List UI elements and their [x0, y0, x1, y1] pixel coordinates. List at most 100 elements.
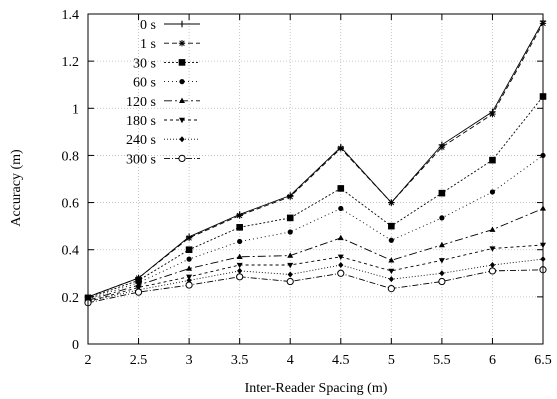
x-tick-label: 2	[85, 353, 92, 368]
legend-item: 120 s	[126, 95, 200, 110]
data-point-marker	[185, 234, 193, 242]
data-point-marker	[489, 226, 496, 232]
data-point-marker	[388, 199, 395, 206]
legend-label: 180 s	[126, 114, 156, 129]
legend-label: 1 s	[140, 37, 156, 52]
data-point-marker	[388, 276, 394, 283]
data-point-marker	[237, 267, 243, 274]
x-tick-label: 6	[489, 353, 496, 368]
data-point-marker	[438, 189, 446, 197]
data-point-marker	[488, 267, 497, 275]
plot-frame	[87, 13, 544, 345]
grid	[87, 13, 544, 345]
series-line	[87, 258, 544, 303]
data-point-marker	[178, 40, 186, 47]
data-point-marker	[438, 143, 446, 151]
y-tick-label: 0.2	[62, 291, 80, 306]
data-point-marker	[438, 277, 446, 286]
y-tick-label: 0	[72, 338, 79, 353]
data-point-marker	[134, 288, 143, 296]
data-point-marker	[439, 215, 445, 221]
data-point-marker	[489, 189, 496, 195]
data-point-marker	[237, 238, 243, 245]
series-4	[85, 205, 546, 303]
data-point-marker	[338, 205, 344, 212]
data-point-marker	[286, 277, 294, 286]
ticks: 2 2.5 3 3.5 4 4.5 5 5.5 6 6.5 0 0.2 0.4 0.6 0.8 1 1.2 1.4	[62, 8, 552, 368]
data-point-marker	[438, 258, 445, 264]
data-point-marker	[388, 268, 395, 275]
data-point-marker	[439, 270, 445, 277]
plot-border	[87, 13, 544, 345]
data-point-marker	[286, 214, 294, 222]
series-line	[87, 155, 544, 300]
data-point-marker	[287, 252, 294, 258]
data-point-marker	[388, 257, 395, 263]
series-7	[84, 266, 547, 307]
x-tick-label: 3.5	[231, 353, 249, 368]
data-point-marker	[337, 185, 345, 192]
data-point-marker	[178, 20, 186, 28]
legend-label: 30 s	[133, 56, 156, 71]
legend-item: 180 s	[126, 114, 200, 129]
x-tick-label: 5.5	[433, 353, 451, 368]
data-point-marker	[186, 265, 193, 271]
data-point-marker	[178, 59, 186, 66]
data-point-marker	[489, 110, 496, 118]
series-line	[87, 269, 544, 304]
x-tick-label: 4.5	[332, 353, 350, 368]
series-5	[85, 242, 546, 305]
legend: 0 s 1 s 30 s 60 s 120 s 180 s 240 s 300 s	[126, 18, 200, 167]
series-line	[87, 208, 544, 301]
legend-item: 60 s	[133, 76, 200, 91]
y-tick-label: 1.2	[62, 55, 80, 70]
legend-label: 60 s	[133, 76, 156, 91]
x-tick-label: 4	[287, 353, 294, 368]
data-point-marker	[388, 222, 395, 230]
data-point-marker	[178, 154, 186, 162]
series-line	[87, 96, 544, 299]
data-point-marker	[179, 117, 185, 124]
x-axis-label: Inter-Reader Spacing (m)	[245, 381, 388, 396]
data-point-marker	[489, 262, 496, 269]
legend-item: 300 s	[126, 152, 200, 167]
series-group	[84, 17, 547, 307]
y-tick-label: 0.4	[62, 244, 80, 259]
x-tick-label: 5	[388, 353, 395, 368]
data-point-marker	[236, 273, 244, 281]
x-tick-label: 2.5	[130, 353, 148, 368]
legend-label: 0 s	[140, 18, 156, 33]
series-line	[87, 244, 544, 303]
data-point-marker	[287, 262, 294, 269]
data-point-marker	[185, 246, 193, 254]
y-axis-label: Accuracy (m)	[9, 149, 24, 227]
data-point-marker	[236, 262, 243, 269]
series-line	[87, 23, 544, 298]
legend-label: 240 s	[126, 133, 156, 148]
legend-item: 30 s	[133, 56, 200, 71]
legend-item: 240 s	[126, 133, 200, 148]
data-point-marker	[185, 281, 193, 289]
data-point-marker	[287, 193, 294, 200]
data-point-marker	[236, 212, 243, 219]
legend-label: 120 s	[126, 95, 156, 110]
data-point-marker	[186, 274, 193, 281]
y-tick-label: 0.6	[62, 197, 80, 212]
legend-item: 0 s	[140, 18, 200, 33]
data-point-marker	[338, 262, 344, 269]
data-point-marker	[186, 256, 192, 262]
data-point-marker	[337, 145, 344, 152]
data-point-marker	[388, 237, 394, 243]
data-point-marker	[337, 254, 344, 260]
data-point-marker	[287, 271, 293, 278]
y-tick-label: 1	[72, 102, 79, 117]
data-point-marker	[179, 79, 185, 85]
data-point-marker	[337, 269, 345, 277]
data-point-marker	[387, 285, 395, 293]
data-point-marker	[489, 246, 496, 252]
x-tick-label: 6.5	[534, 353, 552, 368]
data-point-marker	[337, 234, 344, 241]
legend-label: 300 s	[126, 152, 156, 167]
data-point-marker	[438, 241, 445, 248]
